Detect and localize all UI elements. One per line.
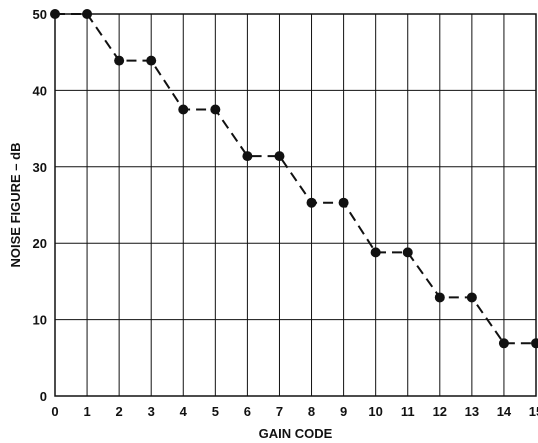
- y-tick-label: 50: [33, 7, 47, 22]
- x-tick-label: 9: [340, 404, 347, 419]
- data-point: [274, 151, 285, 162]
- data-point: [242, 151, 253, 162]
- x-tick-label: 2: [116, 404, 123, 419]
- x-tick-labels: 0123456789101112131415: [51, 404, 538, 419]
- x-tick-label: 15: [529, 404, 538, 419]
- data-point: [210, 104, 221, 115]
- x-tick-label: 5: [212, 404, 219, 419]
- data-point: [498, 338, 509, 349]
- data-point: [402, 247, 413, 258]
- x-tick-label: 1: [83, 404, 90, 419]
- x-tick-label: 3: [148, 404, 155, 419]
- data-point: [50, 9, 60, 19]
- plot-frame: [54, 13, 537, 397]
- data-point: [370, 247, 381, 258]
- data-point: [466, 292, 477, 303]
- y-tick-label: 40: [33, 83, 47, 98]
- x-axis-label: GAIN CODE: [259, 426, 333, 441]
- x-tick-label: 0: [51, 404, 58, 419]
- x-tick-label: 7: [276, 404, 283, 419]
- x-tick-label: 13: [465, 404, 479, 419]
- data-point: [434, 292, 445, 303]
- x-tick-label: 4: [180, 404, 188, 419]
- x-tick-label: 11: [401, 404, 415, 419]
- data-points: [50, 9, 538, 349]
- y-tick-labels: 0 10 20 30 40 50: [33, 7, 47, 404]
- x-tick-label: 10: [368, 404, 382, 419]
- series-line: [55, 13, 536, 345]
- data-point: [338, 197, 349, 208]
- y-tick-label: 10: [33, 313, 47, 328]
- x-tick-label: 14: [497, 404, 512, 419]
- x-tick-label: 8: [308, 404, 315, 419]
- y-tick-label: 0: [40, 389, 47, 404]
- data-point: [114, 55, 125, 66]
- chart-grid: [54, 13, 537, 397]
- x-tick-label: 12: [433, 404, 447, 419]
- y-axis-label: NOISE FIGURE – dB: [8, 143, 23, 268]
- data-point: [531, 338, 538, 349]
- data-point: [82, 9, 93, 19]
- data-point: [306, 197, 317, 208]
- data-point: [146, 55, 157, 66]
- x-tick-label: 6: [244, 404, 251, 419]
- y-tick-label: 30: [33, 160, 47, 175]
- data-point: [178, 104, 189, 115]
- y-tick-label: 20: [33, 236, 47, 251]
